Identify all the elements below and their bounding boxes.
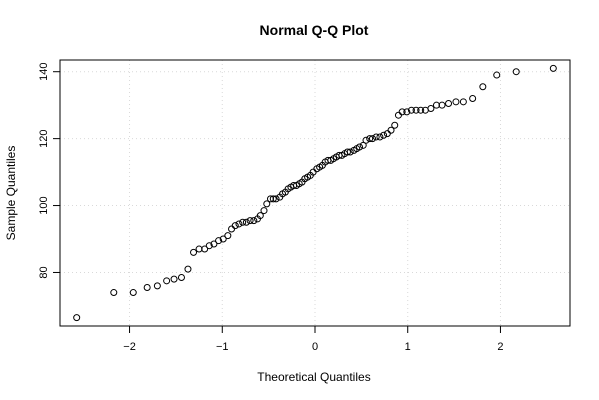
data-point (438, 101, 446, 109)
data-point (417, 106, 425, 114)
data-point (366, 135, 374, 143)
data-point (394, 111, 402, 119)
y-tick-label: 80 (38, 266, 50, 278)
data-point (246, 217, 254, 225)
x-tick-label: 1 (405, 341, 411, 353)
data-point (403, 108, 411, 116)
data-point (469, 94, 477, 102)
data-point (205, 242, 213, 250)
y-tick-label: 140 (38, 63, 50, 81)
data-point (163, 277, 171, 285)
data-point (391, 121, 399, 129)
data-point (372, 133, 380, 141)
data-point (383, 130, 391, 138)
data-point (346, 148, 354, 156)
data-point (479, 83, 487, 91)
y-tick-label: 120 (38, 129, 50, 147)
chart-title: Normal Q-Q Plot (260, 22, 369, 38)
data-point (427, 105, 435, 113)
data-point (343, 148, 351, 156)
grid-lines (60, 60, 570, 326)
x-tick-label: −2 (123, 341, 136, 353)
data-point (380, 131, 388, 139)
data-point (231, 222, 239, 230)
data-point (356, 143, 364, 151)
y-axis-label: Sample Quantiles (4, 146, 18, 241)
data-point (110, 289, 118, 297)
data-point (153, 282, 161, 290)
x-axis: −2 −1 0 1 2 (123, 325, 504, 353)
data-point (190, 248, 198, 256)
data-point (239, 218, 247, 226)
data-point (445, 99, 453, 107)
data-point (398, 108, 406, 116)
data-point (263, 200, 271, 208)
data-point (493, 71, 501, 79)
data-point (368, 135, 376, 143)
data-point (512, 68, 520, 76)
data-point (260, 207, 268, 215)
data-point (387, 126, 395, 134)
data-point (376, 133, 384, 141)
data-point (272, 195, 280, 203)
data-point (177, 273, 185, 281)
x-tick-label: 2 (497, 341, 503, 353)
y-tick-label: 100 (38, 196, 50, 214)
data-point (269, 195, 277, 203)
data-point (242, 218, 250, 226)
data-point (362, 136, 370, 144)
data-point (201, 245, 209, 253)
data-point (256, 212, 264, 220)
data-point (549, 64, 557, 72)
data-point (452, 98, 460, 106)
y-axis: 80 100 120 140 (38, 63, 61, 279)
data-point (143, 284, 151, 292)
data-point (73, 314, 81, 322)
data-points (73, 64, 557, 322)
data-point (235, 220, 243, 228)
data-point (184, 265, 192, 273)
data-point (215, 237, 223, 245)
data-point (219, 235, 227, 243)
data-point (250, 217, 258, 225)
data-point (224, 232, 232, 240)
x-axis-label: Theoretical Quantiles (257, 370, 370, 384)
x-tick-label: −1 (216, 341, 229, 353)
data-point (412, 106, 420, 114)
data-point (210, 240, 218, 248)
data-point (129, 289, 137, 297)
data-point (170, 275, 178, 283)
data-point (459, 98, 467, 106)
data-point (407, 106, 415, 114)
x-tick-label: 0 (312, 341, 318, 353)
data-point (228, 225, 236, 233)
